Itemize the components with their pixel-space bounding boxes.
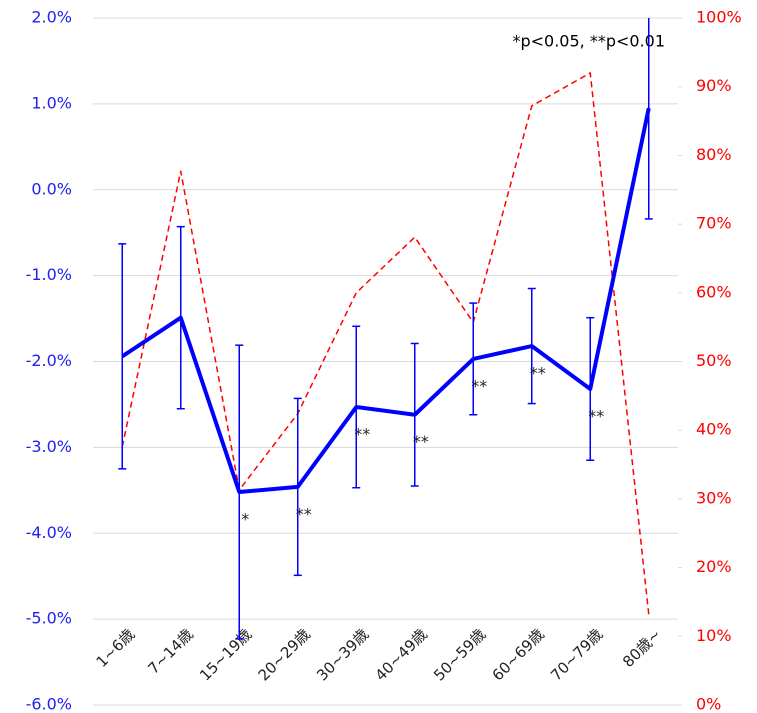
plot-area (118, 18, 653, 640)
y2-tick-label: 80% (696, 145, 732, 164)
y2-tick-label: 100% (696, 8, 742, 27)
significance-label: ** (588, 406, 604, 425)
y2-tick-label: 30% (696, 488, 732, 507)
series-line (121, 72, 650, 615)
significance-label: * (241, 510, 249, 529)
y-tick-label: -6.0% (26, 695, 72, 713)
y-tick-label: 1.0% (31, 93, 72, 112)
y2-tick-label: 70% (696, 214, 732, 233)
significance-label: ** (296, 504, 312, 523)
y2-tick-label: 10% (696, 626, 732, 645)
significance-label: ** (354, 425, 370, 444)
x-tick-label: 70~79歳 (547, 625, 606, 684)
y2-tick-label: 20% (696, 557, 732, 576)
x-tick-label: 15~19歳 (196, 625, 255, 684)
x-tick-label: 50~59歳 (430, 625, 489, 684)
series-line (121, 107, 651, 495)
x-tick-label: 40~49歳 (372, 625, 431, 684)
significance-label: ** (413, 432, 429, 451)
y-tick-label: -5.0% (26, 609, 72, 628)
significance-label: ** (530, 364, 546, 383)
significance-label: ** (471, 376, 487, 395)
y-tick-label: -2.0% (26, 351, 72, 370)
y2-tick-label: 50% (696, 351, 732, 370)
annotation: *p<0.05, **p<0.01 (512, 32, 665, 51)
y-tick-label: -3.0% (26, 437, 72, 456)
y-tick-label: -1.0% (26, 265, 72, 284)
x-tick-label: 1~6歳 (93, 625, 139, 671)
y-tick-label: -4.0% (26, 523, 72, 542)
y-tick-label: 2.0% (31, 8, 72, 27)
x-tick-label: 80歳~ (619, 625, 665, 671)
y2-tick-label: 0% (696, 695, 721, 713)
y2-tick-label: 40% (696, 420, 732, 439)
y2-tick-label: 90% (696, 76, 732, 95)
x-tick-label: 20~29歳 (255, 625, 314, 684)
x-tick-label: 60~69歳 (489, 625, 548, 684)
y-tick-label: 0.0% (31, 179, 72, 198)
y2-tick-label: 60% (696, 282, 732, 301)
x-tick-label: 30~39歳 (313, 625, 372, 684)
x-tick-label: 7~14歳 (144, 625, 196, 677)
